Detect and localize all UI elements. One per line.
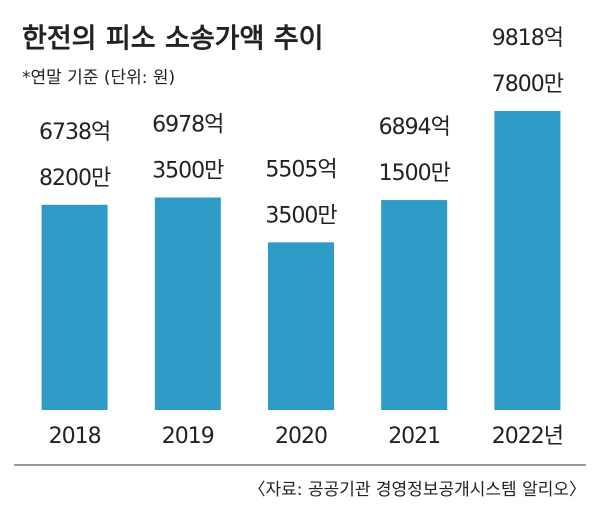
value-label: 5505억 bbox=[265, 157, 336, 182]
x-tick-label: 2021 bbox=[388, 424, 440, 449]
bar bbox=[154, 197, 221, 410]
bar bbox=[41, 204, 108, 410]
bar bbox=[494, 111, 561, 410]
bar bbox=[381, 200, 448, 410]
bar bbox=[268, 242, 334, 410]
value-label: 6978억 bbox=[152, 112, 223, 137]
x-tick-label: 2020 bbox=[275, 424, 327, 449]
value-label: 8200만 bbox=[39, 166, 111, 191]
x-tick-label: 2018 bbox=[49, 424, 101, 449]
x-tick-label: 2022년 bbox=[492, 424, 563, 449]
x-tick-label: 2019 bbox=[162, 424, 214, 449]
chart-subtitle: *연말 기준 (단위: 원) bbox=[22, 68, 175, 88]
chart-title: 한전의 피소 소송가액 추이 bbox=[22, 24, 323, 55]
value-label: 9818억 bbox=[492, 26, 563, 51]
value-label: 7800만 bbox=[492, 72, 564, 97]
value-label: 3500만 bbox=[152, 158, 224, 183]
value-label: 6894억 bbox=[379, 115, 450, 140]
value-label: 6738억 bbox=[39, 120, 110, 145]
value-label: 3500만 bbox=[265, 203, 337, 228]
value-label: 1500만 bbox=[379, 161, 451, 186]
source-note: 〈자료: 공공기관 경영정보공개시스템 알리오〉 bbox=[249, 480, 586, 500]
